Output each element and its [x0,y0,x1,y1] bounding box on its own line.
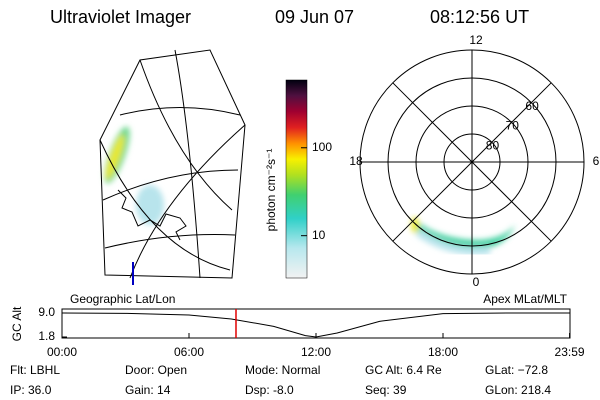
geographic-map [99,49,246,285]
lat-label: 80 [486,138,500,152]
status-field: IP: 36.0 [10,383,52,397]
mlt-label: 6 [593,154,600,168]
title: Ultraviolet Imager [50,7,191,27]
status-field: Seq: 39 [365,383,407,397]
colorbar-tick-label: 10 [312,228,326,242]
lat-label: 70 [506,119,520,133]
status-field: Mode: Normal [245,363,320,377]
lat-circle [415,105,529,219]
status-field: Door: Open [125,363,187,377]
timeline-left-label: Geographic Lat/Lon [70,292,175,306]
y-tick-label: 1.8 [38,329,55,343]
x-tick-label: 18:00 [428,345,458,359]
time: 08:12:56 UT [430,7,529,27]
y-axis-label: GC Alt [10,306,24,341]
lat-circle [443,133,501,191]
status-field: Gain: 14 [125,383,171,397]
altitude-line [61,312,570,338]
y-tick-label: 9.0 [38,305,55,319]
colorbar-label: photon cm⁻²s⁻¹ [264,149,278,232]
x-tick-label: 06:00 [174,345,204,359]
lat-circle [387,77,557,247]
x-tick-label: 00:00 [47,345,77,359]
status-field: GLon: 218.4 [485,383,551,397]
colorbar-tick-label: 100 [312,140,332,154]
status-field: Flt: LBHL [10,363,60,377]
lat-label: 60 [525,99,539,113]
timeline-right-label: Apex MLat/MLT [483,292,567,306]
colorbar [285,79,308,279]
date: 09 Jun 07 [275,7,354,27]
x-tick-label: 12:00 [301,345,331,359]
mlt-label: 18 [349,154,363,168]
mlt-label: 0 [473,275,480,289]
status-field: GC Alt: 6.4 Re [365,363,442,377]
x-tick-label: 23:59 [555,345,585,359]
status-field: GLat: −72.8 [485,363,548,377]
mlt-label: 12 [469,33,483,47]
status-field: Dsp: -8.0 [245,383,294,397]
